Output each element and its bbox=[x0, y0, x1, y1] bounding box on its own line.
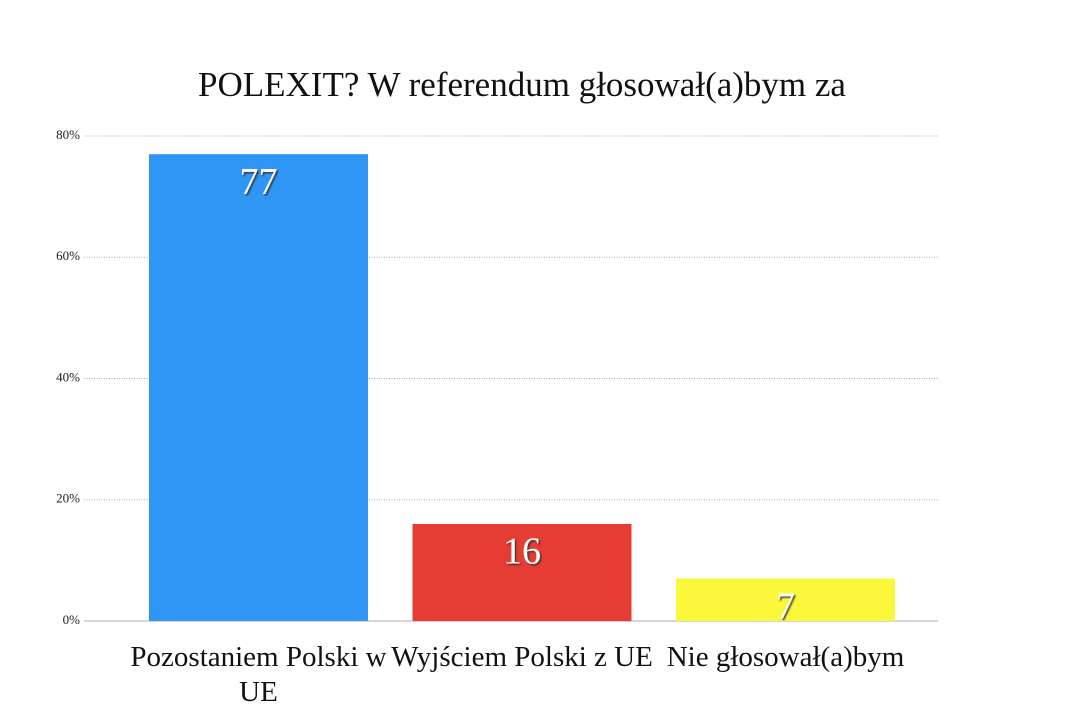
data-label: 7 bbox=[776, 585, 795, 627]
x-tick-label: Nie głosował(a)bym bbox=[666, 641, 905, 673]
chart-title: POLEXIT? W referendum głosował(a)bym za bbox=[198, 65, 846, 104]
bar bbox=[149, 154, 368, 621]
y-tick-label: 80% bbox=[56, 127, 80, 142]
y-tick-label: 40% bbox=[56, 369, 80, 384]
data-label: 77 bbox=[240, 161, 278, 203]
bar bbox=[412, 524, 632, 621]
y-tick-label: 60% bbox=[56, 248, 80, 263]
y-tick-label: 0% bbox=[63, 612, 81, 627]
x-tick-label: Wyjściem Polski z UE bbox=[391, 641, 653, 673]
x-tick-label: Pozostaniem Polski w UE bbox=[130, 641, 387, 708]
data-label: 16 bbox=[503, 531, 541, 573]
y-tick-label: 20% bbox=[56, 491, 80, 506]
bar bbox=[676, 578, 895, 621]
